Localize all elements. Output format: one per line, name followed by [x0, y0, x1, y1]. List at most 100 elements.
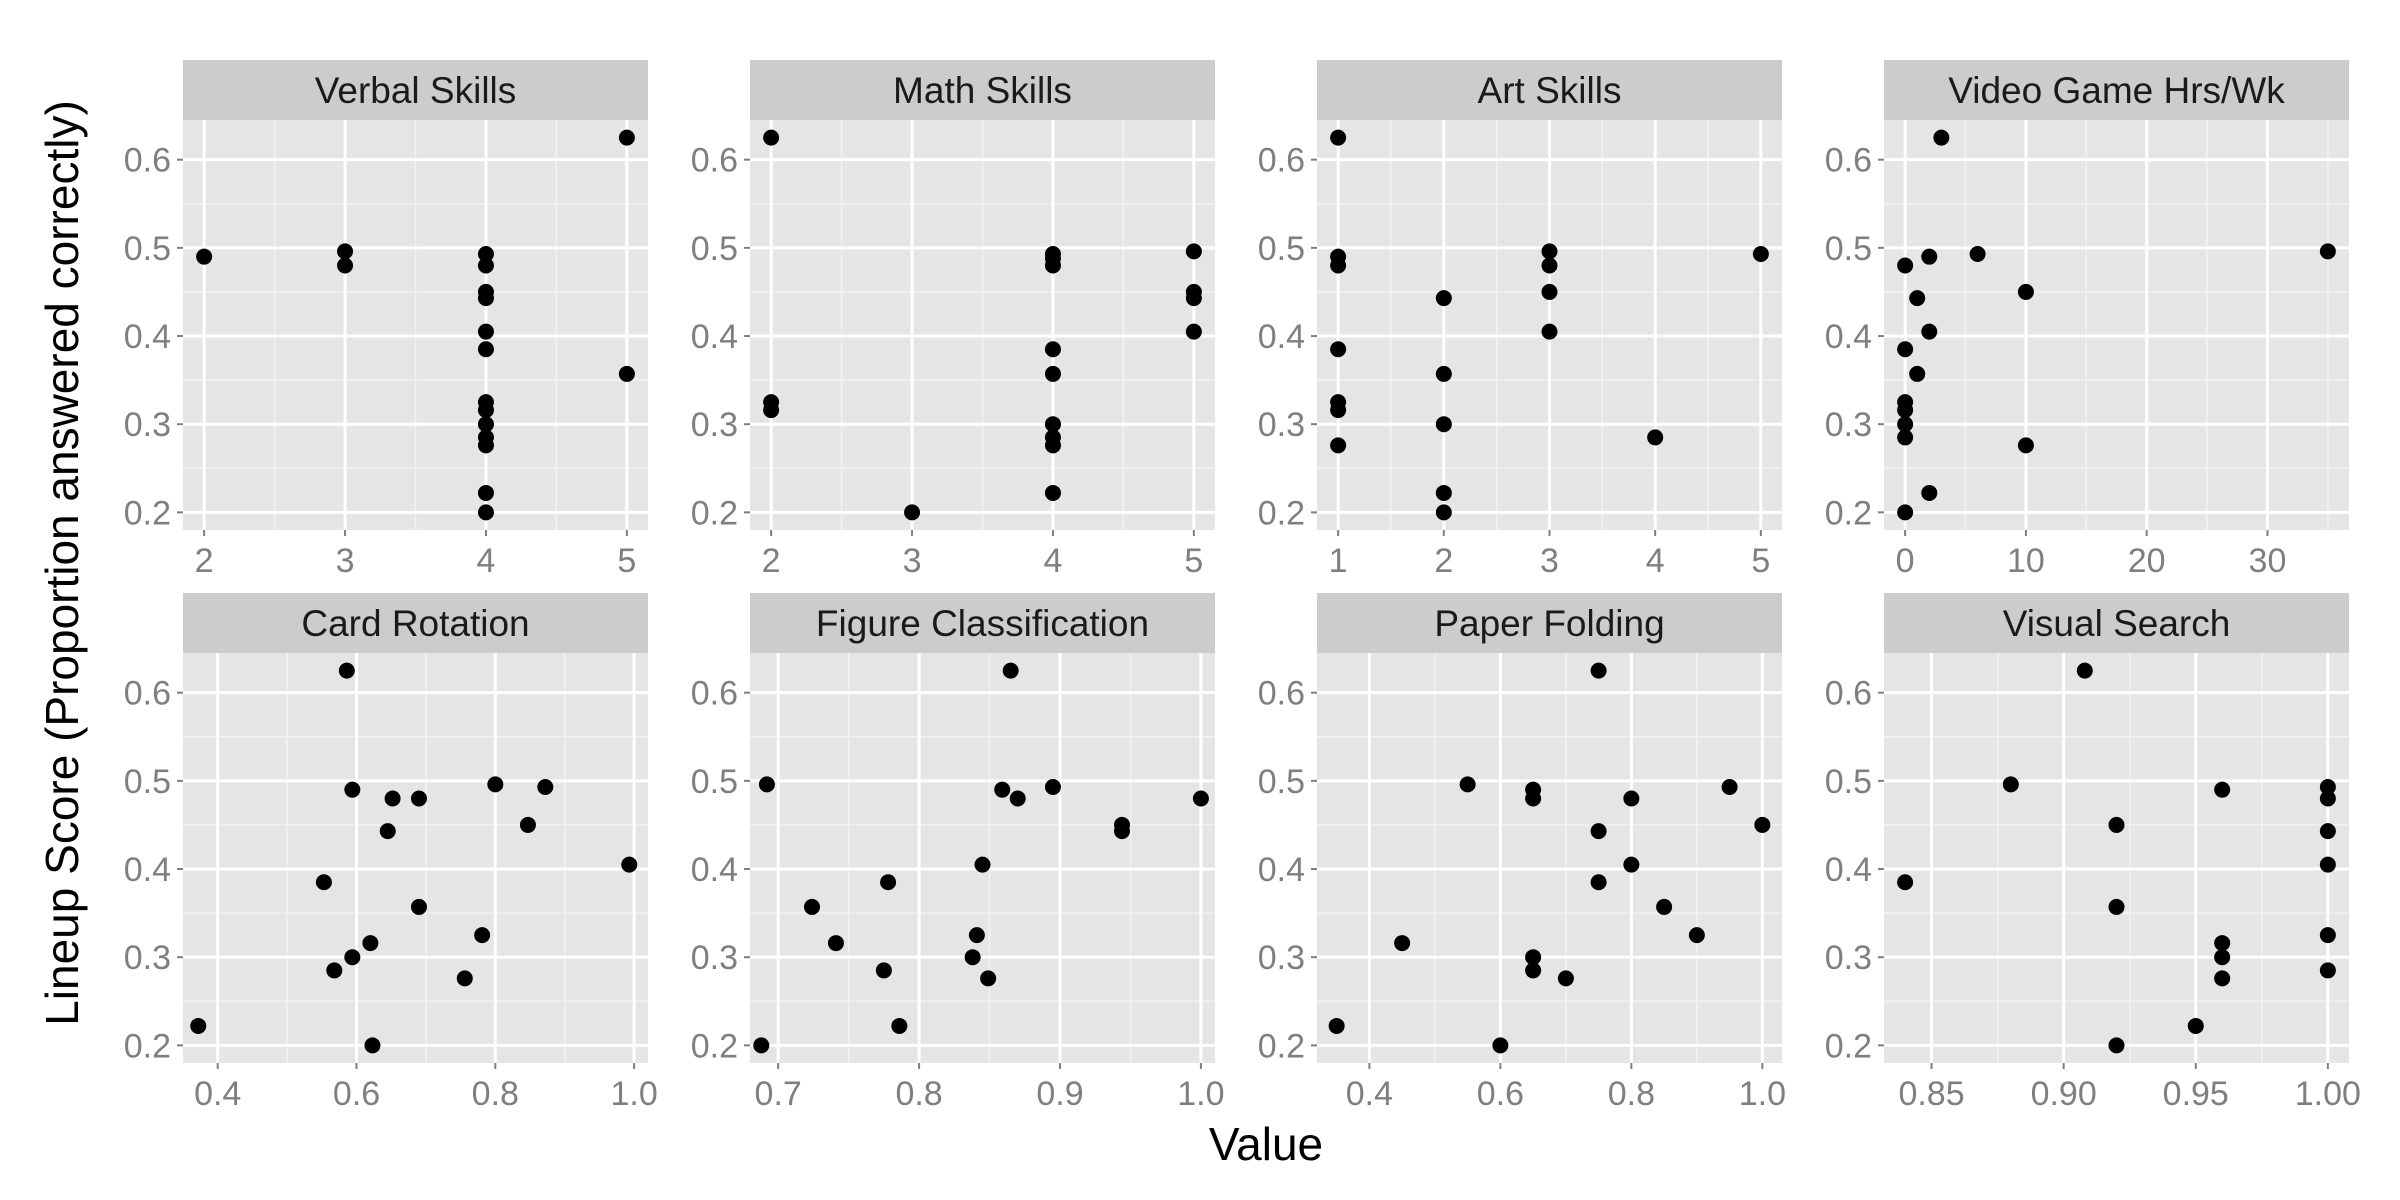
- gridlines: [750, 120, 1215, 530]
- gridlines: [1884, 120, 2349, 530]
- data-point: [477, 437, 494, 454]
- data-point: [2017, 437, 2034, 454]
- x-tick-label: 0.7: [755, 1075, 802, 1113]
- data-point: [904, 504, 921, 521]
- y-tick-label: 0.3: [124, 939, 171, 977]
- data-point: [1525, 790, 1542, 807]
- data-point: [1330, 257, 1347, 274]
- x-tick-label: 0: [1896, 542, 1915, 580]
- y-tick-label: 0.3: [1825, 406, 1872, 444]
- data-point: [1933, 129, 1950, 146]
- data-point: [410, 790, 427, 807]
- data-point: [1541, 257, 1558, 274]
- data-point: [974, 856, 991, 873]
- data-point: [1002, 662, 1019, 679]
- data-point: [410, 898, 427, 915]
- x-tick-label: 0.9: [1036, 1075, 1083, 1113]
- panel-background: [1884, 120, 2349, 530]
- data-point: [477, 504, 494, 521]
- facet-panel: Paper Folding 0.4 0.6 0.8 1.0 0.2 0.3 0.4 0.5 0.6: [1258, 593, 1786, 1113]
- y-tick-label: 0.6: [1825, 675, 1872, 713]
- data-point: [1623, 790, 1640, 807]
- facet-title: Video Game Hrs/Wk: [1948, 70, 2285, 111]
- data-point: [1435, 484, 1452, 501]
- data-point: [384, 790, 401, 807]
- data-point: [1185, 290, 1202, 307]
- data-point: [1192, 790, 1209, 807]
- data-point: [474, 927, 491, 944]
- data-point: [2319, 790, 2336, 807]
- data-point: [337, 257, 354, 274]
- data-point: [1897, 257, 1914, 274]
- data-point: [477, 402, 494, 419]
- data-point: [964, 949, 981, 966]
- data-point: [379, 823, 396, 840]
- data-point: [1921, 323, 1938, 340]
- x-tick-label: 2: [1434, 542, 1453, 580]
- x-tick-label: 0.6: [1477, 1075, 1524, 1113]
- panel-background: [1884, 653, 2349, 1063]
- data-point: [364, 1037, 381, 1054]
- data-point: [1921, 484, 1938, 501]
- gridlines: [183, 653, 648, 1063]
- facet-title: Art Skills: [1478, 70, 1622, 111]
- data-point: [1897, 402, 1914, 419]
- data-point: [1435, 365, 1452, 382]
- data-point: [2214, 935, 2231, 952]
- data-point: [1921, 248, 1938, 265]
- data-point: [362, 935, 379, 952]
- facet-panel: Visual Search 0.85 0.90 0.95 1.00 0.2 0.3 0.4 0.…: [1825, 593, 2361, 1113]
- facet-panel: Math Skills 2 3 4 5 0.2 0.3 0.4 0.5 0.6: [691, 60, 1215, 580]
- facet-title: Figure Classification: [816, 603, 1149, 644]
- data-point: [1897, 874, 1914, 891]
- x-tick-label: 3: [1540, 542, 1559, 580]
- data-point: [1647, 429, 1664, 446]
- facet-panel: Card Rotation 0.4 0.6 0.8 1.0 0.2 0.3 0.4 0.5 0.6: [124, 593, 658, 1113]
- data-point: [2319, 856, 2336, 873]
- y-tick-label: 0.2: [1825, 494, 1872, 532]
- y-tick-label: 0.4: [124, 851, 171, 889]
- y-tick-label: 0.5: [1258, 230, 1305, 268]
- data-point: [2002, 776, 2019, 793]
- data-point: [2214, 781, 2231, 798]
- data-point: [763, 129, 780, 146]
- data-point: [1525, 962, 1542, 979]
- data-point: [1897, 429, 1914, 446]
- data-point: [315, 874, 332, 891]
- data-point: [1688, 927, 1705, 944]
- y-tick-label: 0.6: [1825, 142, 1872, 180]
- y-tick-label: 0.3: [691, 406, 738, 444]
- y-tick-label: 0.5: [691, 230, 738, 268]
- data-point: [1044, 416, 1061, 433]
- facet-panel: Verbal Skills 2 3 4 5 0.2 0.3 0.4 0.5 0.6: [124, 60, 648, 580]
- y-tick-label: 0.2: [1258, 1027, 1305, 1065]
- data-point: [1541, 283, 1558, 300]
- y-tick-label: 0.6: [124, 142, 171, 180]
- data-point: [1435, 504, 1452, 521]
- data-point: [1330, 437, 1347, 454]
- y-tick-label: 0.6: [124, 675, 171, 713]
- x-tick-label: 0.6: [333, 1075, 380, 1113]
- data-point: [758, 776, 775, 793]
- data-point: [1590, 874, 1607, 891]
- data-point: [338, 662, 355, 679]
- data-point: [2017, 283, 2034, 300]
- y-tick-label: 0.4: [1258, 318, 1305, 356]
- y-tick-label: 0.2: [124, 1027, 171, 1065]
- data-point: [2319, 962, 2336, 979]
- data-point: [326, 962, 343, 979]
- facet-title: Math Skills: [893, 70, 1072, 111]
- data-points: [763, 129, 1202, 521]
- facet-strip: [750, 60, 1215, 120]
- y-tick-label: 0.5: [124, 230, 171, 268]
- data-point: [2187, 1017, 2204, 1034]
- data-point: [537, 779, 554, 796]
- y-tick-label: 0.5: [1825, 763, 1872, 801]
- data-point: [1721, 779, 1738, 796]
- data-point: [477, 290, 494, 307]
- data-point: [1044, 779, 1061, 796]
- y-tick-label: 0.2: [1258, 494, 1305, 532]
- data-point: [1897, 341, 1914, 358]
- data-point: [804, 898, 820, 915]
